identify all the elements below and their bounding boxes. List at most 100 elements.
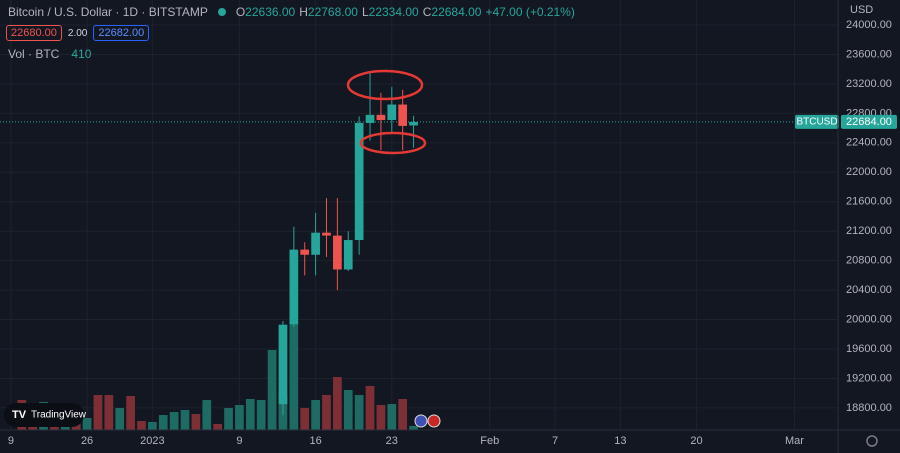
legend-row: Bitcoin / U.S. Dollar · 1D · BITSTAMP O2… xyxy=(8,5,575,19)
ohlc-label: L xyxy=(361,5,369,19)
buy-button[interactable]: 22682.00 xyxy=(93,25,150,41)
sell-button[interactable]: 22680.00 xyxy=(6,25,62,41)
volume-bar xyxy=(158,415,168,430)
price-label: 22684.00 xyxy=(846,116,892,128)
volume-bar xyxy=(180,410,190,430)
x-tick-label: 26 xyxy=(81,435,93,447)
volume-bar xyxy=(245,399,255,430)
ohlc-item: C22684.00 xyxy=(423,5,482,19)
y-tick-label: 24000.00 xyxy=(846,19,892,31)
candle-body xyxy=(322,232,331,236)
volume-bar xyxy=(137,421,146,430)
ohlc-value: 22636.00 xyxy=(245,5,296,19)
volume-bar xyxy=(82,418,92,430)
grid xyxy=(0,0,838,430)
ohlc-item: H22768.00 xyxy=(299,5,358,19)
price-label-box xyxy=(841,114,897,129)
change: +47.00 (+0.21%) xyxy=(485,5,575,19)
ohlc: O22636.00 H22768.00 L22334.00 C22684.00 xyxy=(236,5,482,19)
x-tick-label: Mar xyxy=(785,435,804,447)
volume-bar xyxy=(213,424,223,430)
volume-bar xyxy=(202,400,212,430)
x-tick-label: 2023 xyxy=(140,435,164,447)
candle-body xyxy=(300,249,310,255)
volume-bar xyxy=(115,408,125,430)
candle-body xyxy=(409,121,418,126)
volume-bar xyxy=(224,408,233,430)
ohlc-label: H xyxy=(299,5,308,19)
volume-bar xyxy=(289,325,299,430)
volume-bar xyxy=(148,422,157,430)
volume-bar xyxy=(387,404,397,430)
status-dot xyxy=(217,8,226,16)
x-tick-label: 13 xyxy=(614,435,626,447)
price-name-box xyxy=(795,114,839,129)
x-tick-label: 20 xyxy=(690,435,702,447)
volume-bar xyxy=(256,400,266,430)
candle-layer xyxy=(0,72,838,416)
x-tick-label: 7 xyxy=(552,435,558,447)
volume-bar xyxy=(343,390,353,430)
volume-bar xyxy=(300,408,310,430)
volume-bar xyxy=(235,405,244,430)
y-tick-label: 19200.00 xyxy=(846,372,892,384)
ohlc-value: 22684.00 xyxy=(431,5,482,19)
y-tick-label: 21600.00 xyxy=(846,196,892,208)
volume-name: Vol · BTC xyxy=(8,47,60,61)
candle-body xyxy=(387,104,397,121)
volume-bar xyxy=(311,400,320,430)
symbol-title: Bitcoin / U.S. Dollar · 1D · BITSTAMP xyxy=(8,5,208,19)
volume-bar xyxy=(169,412,179,430)
volume-bar xyxy=(104,395,114,430)
volume-bar xyxy=(126,396,135,430)
y-tick-label: 23200.00 xyxy=(846,78,892,90)
trade-row: 22680.00 2.00 22682.00 xyxy=(6,25,150,41)
x-tick-label: Feb xyxy=(480,435,499,447)
settings-icon[interactable] xyxy=(866,435,878,447)
ohlc-item: L22334.00 xyxy=(362,5,419,19)
ohlc-item: O22636.00 xyxy=(236,5,295,19)
y-tick-label: 22400.00 xyxy=(846,137,892,149)
volume-bar xyxy=(267,350,277,430)
ohlc-value: 22334.00 xyxy=(368,5,419,19)
y-tick-label: 22000.00 xyxy=(846,166,892,178)
svg-text:TV: TV xyxy=(12,409,27,421)
axes: USD 18800.00 19200.00 19600.00 20000.00 20400… xyxy=(8,4,897,447)
volume-bar xyxy=(333,377,342,430)
highlight-ellipse xyxy=(346,69,424,101)
y-tick-label: 21200.00 xyxy=(846,225,892,237)
volume-legend: Vol · BTC 410 xyxy=(8,47,91,61)
y-tick-label: 20800.00 xyxy=(846,255,892,267)
volume-bar xyxy=(322,395,331,430)
volume-bar xyxy=(376,405,386,430)
volume-bar xyxy=(354,395,364,430)
candle-body xyxy=(398,104,408,126)
brand-badge: TV TradingView xyxy=(4,403,87,427)
x-tick-label: 16 xyxy=(309,435,321,447)
x-tick-label: 9 xyxy=(8,435,14,447)
highlight-ellipse xyxy=(359,131,427,155)
ohlc-value: 22768.00 xyxy=(307,5,358,19)
ohlc-label: O xyxy=(235,5,246,19)
candle-body xyxy=(343,240,353,270)
volume-bar xyxy=(365,386,375,430)
ohlc-label: C xyxy=(422,5,432,19)
y-tick-label: 20400.00 xyxy=(846,284,892,296)
candle-body xyxy=(365,114,375,123)
volume-bar xyxy=(409,425,418,430)
price-name: BTCUSD xyxy=(796,117,837,128)
candle-body xyxy=(289,249,299,325)
spread: 2.00 xyxy=(67,27,88,39)
candle-body xyxy=(278,324,288,405)
candle-body xyxy=(354,122,364,241)
event-flags xyxy=(414,414,441,428)
volume-bar xyxy=(398,399,408,430)
y-tick-label: 19600.00 xyxy=(846,343,892,355)
x-tick-label: 23 xyxy=(386,435,398,447)
y-unit: USD xyxy=(850,4,873,16)
volume-bar xyxy=(191,414,201,430)
y-tick-label: 20000.00 xyxy=(846,313,892,325)
y-tick-label: 18800.00 xyxy=(846,402,892,414)
y-tick-label: 23600.00 xyxy=(846,48,892,60)
